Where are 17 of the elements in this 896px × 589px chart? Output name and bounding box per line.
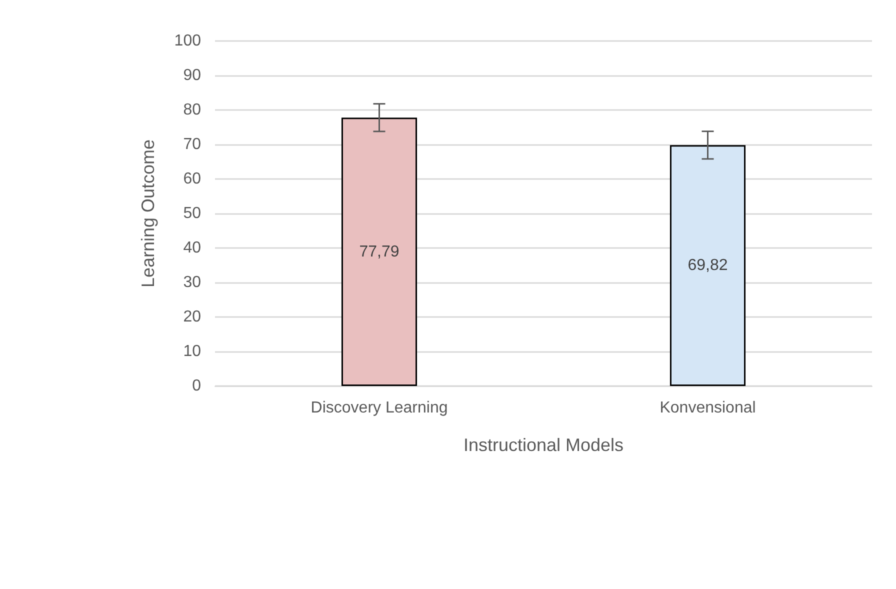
- y-tick-label: 60: [183, 170, 202, 188]
- y-tick-label: 90: [183, 67, 202, 84]
- y-tick-label: 70: [183, 136, 202, 153]
- data-label: 77,79: [359, 243, 400, 260]
- x-axis-title: Instructional Models: [463, 435, 624, 455]
- y-tick-label: 100: [174, 32, 202, 50]
- y-axis-title: Learning Outcome: [138, 139, 158, 288]
- y-tick-label: 10: [183, 343, 202, 360]
- y-tick-label: 80: [183, 102, 202, 118]
- x-tick-label: Discovery Learning: [310, 400, 448, 416]
- y-tick-label: 0: [192, 378, 202, 394]
- y-tick-label: 50: [183, 205, 202, 222]
- y-tick-label: 40: [183, 240, 202, 256]
- y-tick-label: 30: [183, 274, 202, 291]
- data-label: 69,82: [688, 257, 728, 274]
- y-tick-label: 20: [183, 308, 202, 326]
- x-tick-label: Konvensional: [660, 400, 756, 416]
